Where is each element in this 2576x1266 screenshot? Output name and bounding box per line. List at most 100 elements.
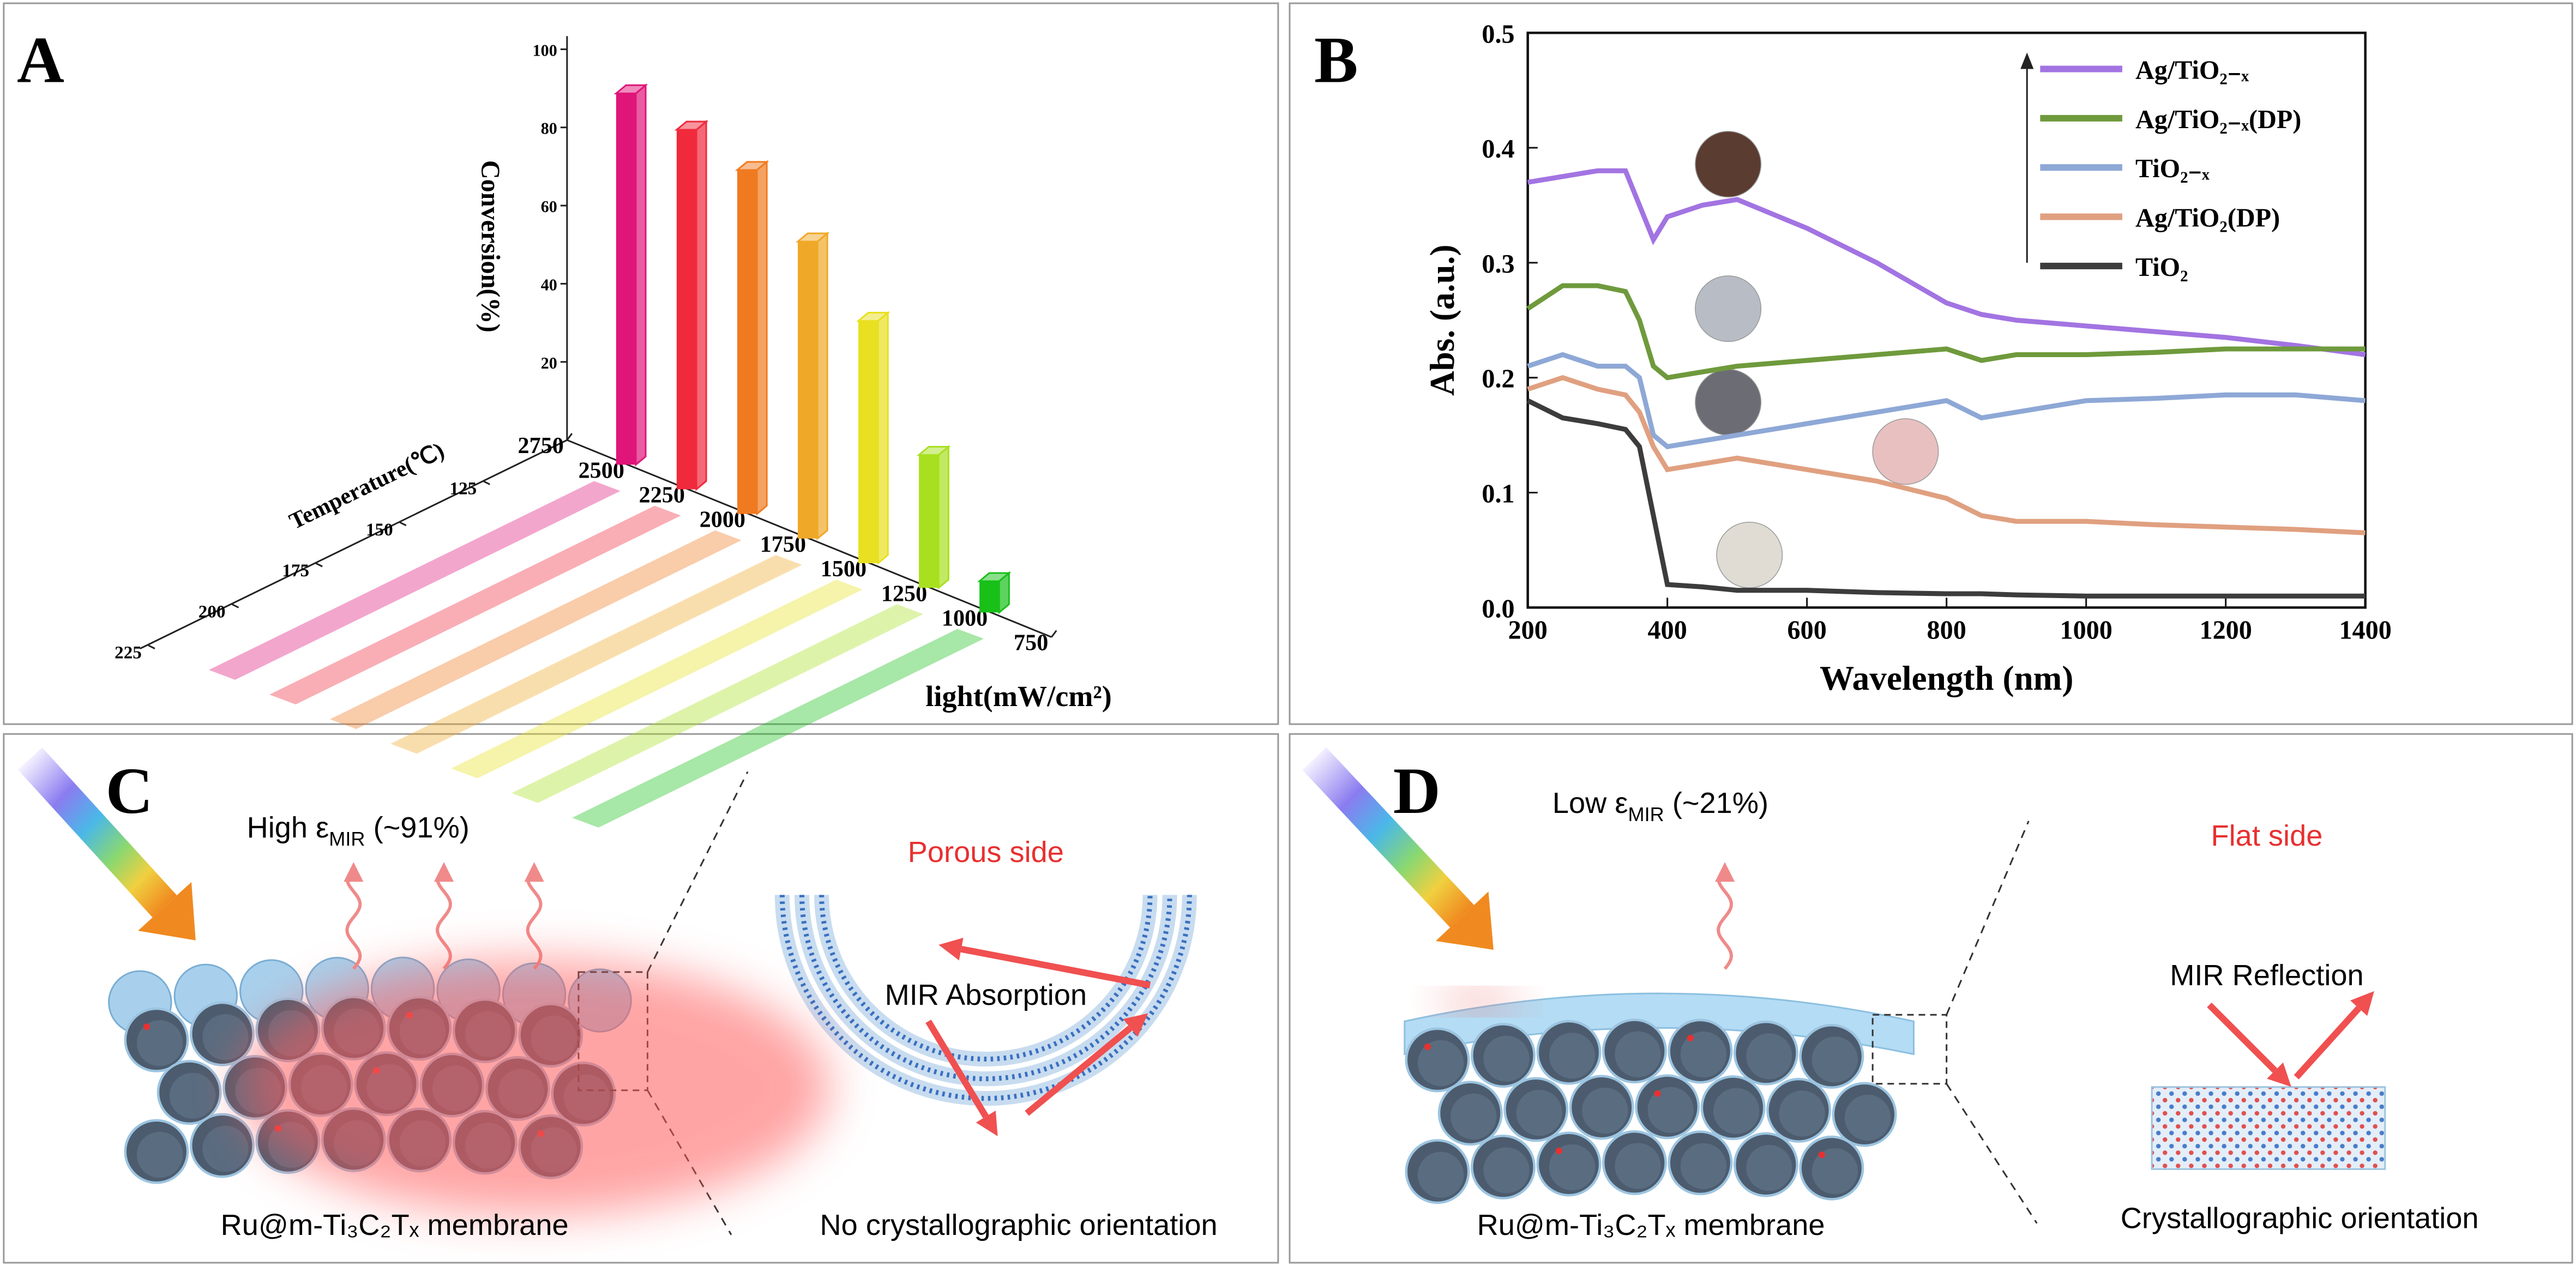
panel-frame bbox=[3, 733, 1279, 1264]
floor-stripe bbox=[208, 481, 621, 680]
fiber-highlight bbox=[1779, 1090, 1825, 1137]
text: High ε bbox=[247, 811, 329, 844]
mir-arrow-head bbox=[1123, 1013, 1148, 1037]
mechanism-label: MIR Reflection bbox=[2170, 959, 2363, 992]
series-line bbox=[1526, 283, 2366, 381]
porous-layer-dots bbox=[819, 895, 1153, 1062]
bar-front bbox=[616, 93, 636, 465]
fiber-highlight bbox=[170, 1072, 216, 1119]
bar bbox=[916, 445, 951, 590]
bar-front bbox=[979, 581, 1000, 613]
fiber-highlight bbox=[1844, 1094, 1891, 1141]
ru-particle bbox=[143, 1023, 150, 1030]
y-tick-label: 0.5 bbox=[1482, 20, 1514, 49]
fiber-highlight bbox=[1549, 1033, 1596, 1079]
t-tick-label: 150 bbox=[366, 520, 393, 540]
x-axis-title: Wavelength (nm) bbox=[1820, 659, 2073, 697]
y-axis-title: Abs. (a.u.) bbox=[1423, 244, 1461, 396]
membrane-label: Ru@m-Ti₃C₂Tₓ membrane bbox=[221, 1209, 569, 1241]
bar bbox=[977, 571, 1012, 614]
floor-stripe bbox=[330, 530, 742, 730]
mechanism-label: MIR Absorption bbox=[885, 979, 1087, 1011]
emission-arrow-head bbox=[434, 862, 454, 882]
y-tick-label: 0.0 bbox=[1482, 594, 1514, 623]
bar-side bbox=[877, 311, 889, 565]
fiber-highlight bbox=[1647, 1087, 1694, 1134]
ru-particle bbox=[1654, 1090, 1661, 1097]
bar-front bbox=[919, 455, 939, 588]
bar-side bbox=[816, 231, 828, 541]
bar bbox=[856, 311, 890, 565]
ru-particle bbox=[1555, 1147, 1562, 1154]
light-arrow bbox=[1302, 747, 1474, 928]
x-tick-label: 2750 bbox=[518, 433, 564, 459]
bar bbox=[613, 83, 648, 467]
fiber-highlight bbox=[1417, 1152, 1464, 1198]
tick-mark bbox=[1051, 630, 1057, 638]
mir-arrow bbox=[960, 945, 1151, 988]
bar-top bbox=[977, 572, 1012, 582]
zoom-line bbox=[647, 1089, 732, 1235]
fiber-highlight bbox=[202, 1014, 249, 1060]
y-tick-label: 0.2 bbox=[1482, 365, 1514, 394]
z-tick-label: 20 bbox=[541, 354, 557, 372]
z-axis-title: Conversion(%) bbox=[476, 160, 504, 333]
mir-arrow bbox=[2207, 1002, 2278, 1073]
fiber-highlight bbox=[1516, 1089, 1562, 1136]
floor-stripe bbox=[451, 580, 863, 779]
emissivity-label: High εMIR (~91%) bbox=[247, 811, 470, 850]
fiber-highlight bbox=[136, 1020, 183, 1066]
z-tick-label: 60 bbox=[541, 197, 557, 216]
legend-label: TiO₂₋ₓ bbox=[2135, 154, 2210, 183]
side-label: Flat side bbox=[2211, 819, 2323, 852]
sample-photo bbox=[1872, 418, 1939, 485]
fiber-highlight bbox=[1615, 1143, 1661, 1189]
emission-arrow-head bbox=[344, 862, 364, 882]
zoom-box bbox=[1871, 1014, 1948, 1085]
bar bbox=[674, 119, 709, 491]
tick-mark bbox=[483, 480, 491, 485]
porous-layer-dots bbox=[779, 895, 1192, 1101]
z-tick-label: 100 bbox=[533, 41, 557, 59]
tick-mark bbox=[148, 644, 155, 649]
panel-d bbox=[238, 747, 2386, 1224]
mir-arrow-head bbox=[2267, 1062, 2291, 1087]
fiber-highlight bbox=[136, 1131, 183, 1178]
legend-label: Ag/TiO₂₋ₓ(DP) bbox=[2135, 105, 2301, 134]
heat-glow bbox=[238, 958, 830, 1215]
bar-front bbox=[737, 170, 757, 514]
mir-arrow-head bbox=[2350, 991, 2374, 1016]
sample-photo bbox=[1716, 521, 1783, 588]
panel-label: C bbox=[106, 755, 153, 828]
emission-arrow-head bbox=[1715, 862, 1735, 882]
mir-arrow-head bbox=[938, 938, 964, 961]
fiber-highlight bbox=[1811, 1148, 1858, 1195]
mir-arrow bbox=[1025, 1025, 1133, 1116]
mir-arrow bbox=[2294, 1006, 2362, 1080]
tick-mark bbox=[566, 433, 573, 441]
emission-arrow bbox=[435, 879, 453, 970]
y-tick-label: 0.4 bbox=[1482, 135, 1514, 164]
text: Low ε bbox=[1552, 787, 1628, 819]
text: MIR bbox=[1628, 803, 1664, 825]
series-line bbox=[1526, 398, 2366, 599]
text: (~91%) bbox=[365, 811, 470, 844]
floor-stripe bbox=[390, 554, 802, 754]
zoom-line bbox=[1946, 1083, 2038, 1224]
y-tick-label: 0.1 bbox=[1482, 480, 1514, 509]
floor-stripe bbox=[269, 505, 681, 705]
fiber-highlight bbox=[1746, 1144, 1792, 1191]
legend-label: Ag/TiO₂(DP) bbox=[2135, 204, 2280, 233]
hot-spot bbox=[1437, 992, 1520, 1012]
mir-arrow-head bbox=[976, 1111, 998, 1137]
emission-arrow bbox=[1717, 879, 1734, 970]
legend-label: TiO₂ bbox=[2135, 253, 2188, 282]
bar-top bbox=[856, 312, 890, 322]
x-tick-label: 1400 bbox=[2339, 616, 2391, 645]
x-tick-label: 750 bbox=[1014, 630, 1048, 656]
panel-frame bbox=[3, 2, 1279, 725]
bar-top bbox=[674, 120, 709, 131]
x-tick-label: 800 bbox=[1927, 616, 1966, 645]
panel-label: A bbox=[17, 25, 64, 97]
bar-side bbox=[756, 160, 768, 516]
